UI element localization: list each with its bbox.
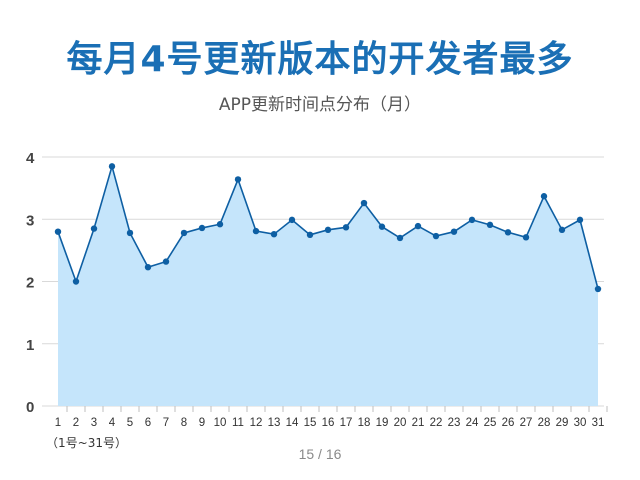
data-point-28	[540, 193, 548, 200]
x-tick-label: 11	[232, 417, 244, 429]
data-point-19	[378, 223, 386, 230]
x-tick-label: 1	[55, 417, 61, 429]
data-point-5	[126, 229, 134, 237]
data-point-2	[72, 278, 80, 285]
data-point-18	[360, 199, 368, 207]
data-point-4	[108, 163, 116, 170]
x-tick-label: 17	[340, 417, 353, 429]
data-point-8	[180, 229, 188, 237]
data-point-31	[594, 285, 602, 293]
data-point-11	[234, 176, 242, 183]
data-point-16	[324, 226, 332, 234]
y-tick-label: 1	[26, 337, 34, 354]
data-point-17	[342, 224, 350, 231]
data-point-14	[288, 216, 296, 224]
x-tick-label: 29	[556, 417, 569, 429]
data-point-6	[144, 263, 152, 271]
data-point-10	[216, 221, 224, 228]
x-tick-label: 27	[520, 417, 533, 429]
x-tick-label: 5	[127, 417, 133, 429]
x-tick-label: 21	[412, 417, 425, 429]
x-tick-label: 12	[250, 417, 263, 429]
x-tick-label: 4	[109, 417, 116, 429]
chart-subtitle: APP更新时间点分布（月）	[218, 95, 422, 115]
x-tick-label: 2	[73, 417, 79, 429]
y-tick-label: 4	[26, 150, 35, 167]
x-tick-label: 13	[268, 417, 281, 429]
data-point-3	[90, 225, 98, 232]
x-tick-label: 16	[322, 417, 335, 429]
area-fill	[58, 166, 598, 406]
x-axis-note: （1号~31号）	[46, 436, 127, 450]
x-tick-label: 23	[448, 417, 461, 429]
data-point-13	[270, 230, 278, 238]
x-tick-label: 31	[592, 417, 605, 429]
data-point-12	[252, 227, 260, 235]
x-tick-label: 22	[430, 417, 443, 429]
x-tick-label: 8	[181, 417, 187, 429]
data-point-20	[396, 234, 404, 242]
data-point-25	[486, 221, 494, 229]
data-point-9	[198, 224, 206, 232]
x-tick-label: 25	[484, 417, 497, 429]
x-tick-label: 24	[466, 417, 479, 429]
x-tick-label: 6	[145, 417, 151, 429]
x-tick-label: 3	[91, 417, 97, 429]
x-tick-label: 10	[214, 417, 227, 429]
data-point-29	[558, 226, 566, 234]
page-title: 每月4号更新版本的开发者最多	[66, 39, 574, 80]
x-tick-label: 7	[163, 417, 169, 429]
x-tick-label: 15	[304, 417, 317, 429]
y-tick-label: 3	[26, 212, 34, 229]
data-point-23	[450, 228, 458, 235]
data-point-24	[468, 216, 476, 224]
data-point-21	[414, 222, 422, 230]
data-point-22	[432, 232, 440, 240]
data-point-7	[162, 258, 170, 265]
page-indicator: 15 / 16	[298, 446, 342, 462]
x-tick-label: 30	[574, 417, 587, 429]
x-tick-label: 28	[538, 417, 551, 429]
data-point-15	[306, 231, 314, 239]
data-point-27	[522, 234, 530, 241]
x-tick-label: 19	[376, 417, 389, 429]
data-point-26	[504, 229, 512, 236]
data-point-30	[576, 216, 584, 224]
x-tick-label: 26	[502, 417, 515, 429]
y-tick-label: 0	[26, 399, 34, 416]
x-tick-label: 9	[199, 417, 205, 429]
x-tick-label: 18	[358, 417, 371, 429]
x-tick-label: 14	[286, 417, 299, 429]
data-point-1	[54, 228, 62, 235]
y-tick-label: 2	[26, 275, 34, 292]
x-tick-label: 20	[394, 417, 407, 429]
